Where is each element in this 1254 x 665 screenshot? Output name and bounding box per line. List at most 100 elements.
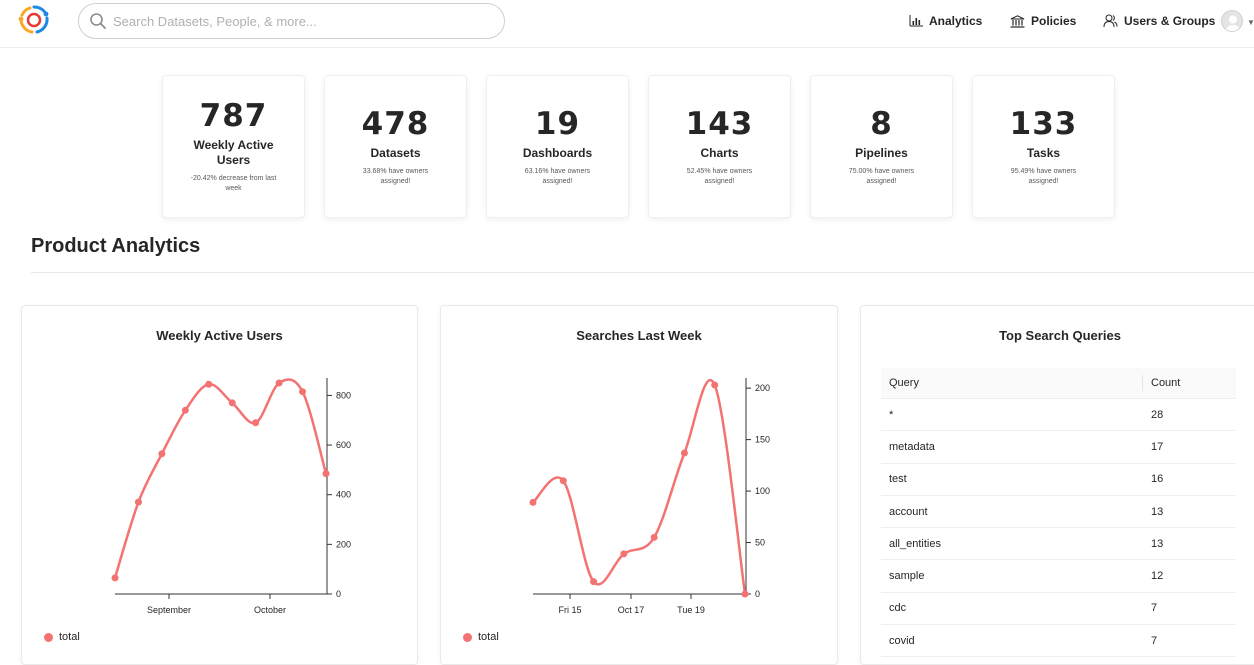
- data-point: [559, 477, 567, 485]
- x-tick-label: Fri 15: [558, 605, 581, 615]
- data-point: [181, 406, 189, 414]
- data-point: [590, 578, 598, 586]
- table-row[interactable]: * 28: [881, 399, 1236, 432]
- stat-subtext: 95.49% have owners assigned!: [1010, 168, 1077, 185]
- table-header: Query Count: [881, 368, 1236, 399]
- stat-label: Datasets: [370, 146, 421, 160]
- stat-card-pipelines: 8 Pipelines 75.00% have owners assigned!: [810, 75, 953, 218]
- data-point: [680, 449, 688, 457]
- data-point: [275, 379, 283, 387]
- user-avatar-icon: [1225, 15, 1241, 31]
- stat-card-weekly-active-users: 787 Weekly Active Users -20.42% decrease…: [162, 75, 305, 218]
- table-row[interactable]: cdc 7: [881, 593, 1236, 626]
- chart-legend[interactable]: total: [463, 631, 499, 643]
- nav-analytics-label: Analytics: [929, 14, 983, 28]
- stat-value: 8: [870, 106, 893, 142]
- y-tick-label: 50: [755, 538, 765, 548]
- y-tick-label: 0: [755, 589, 760, 599]
- nav-policies-label: Policies: [1031, 14, 1077, 28]
- users-icon: [1103, 14, 1118, 28]
- data-point: [650, 533, 658, 541]
- search-icon: [90, 13, 106, 29]
- nav-analytics[interactable]: Analytics: [909, 12, 982, 30]
- query-cell: covid: [889, 634, 915, 647]
- datahub-logo[interactable]: [16, 4, 52, 36]
- stat-label: Weekly Active Users: [193, 138, 274, 167]
- top-search-queries-table: Query Count * 28 metadata 17 test 16 accoun…: [881, 368, 1236, 658]
- count-cell: 17: [1151, 440, 1164, 453]
- y-tick-label: 800: [336, 390, 351, 400]
- query-cell: metadata: [889, 440, 935, 453]
- table-row[interactable]: metadata 17: [881, 431, 1236, 464]
- nav-users-groups-label: Users & Groups: [1124, 14, 1216, 28]
- query-cell: *: [889, 408, 894, 421]
- weekly-active-users-chart: 0 200 400 600 800 September October: [111, 378, 351, 615]
- bar-chart-icon: [909, 15, 923, 27]
- x-tick-label: Tue 19: [677, 605, 705, 615]
- count-cell: 13: [1151, 505, 1164, 518]
- table-row[interactable]: sample 12: [881, 560, 1236, 593]
- section-divider: [31, 272, 1254, 273]
- stat-card-datasets: 478 Datasets 33.68% have owners assigned…: [324, 75, 467, 218]
- data-point: [620, 550, 628, 558]
- legend-dot: [463, 632, 472, 642]
- stat-card-dashboards: 19 Dashboards 63.16% have owners assigne…: [486, 75, 629, 218]
- y-tick-label: 0: [336, 589, 341, 599]
- chevron-down-icon[interactable]: ▼: [1247, 18, 1254, 27]
- x-tick-label: September: [147, 605, 191, 615]
- count-cell: 7: [1151, 602, 1158, 615]
- chart-legend[interactable]: total: [44, 631, 80, 643]
- legend-label: total: [59, 631, 80, 643]
- data-point: [529, 498, 537, 506]
- y-tick-label: 100: [755, 486, 770, 496]
- table-row[interactable]: all_entities 13: [881, 528, 1236, 561]
- chart-title: Weekly Active Users: [156, 328, 283, 343]
- user-avatar[interactable]: [1221, 10, 1243, 32]
- x-tick-label: Oct 17: [618, 605, 645, 615]
- stat-subtext: 52.45% have owners assigned!: [686, 168, 753, 185]
- count-cell: 16: [1151, 473, 1164, 486]
- nav-policies[interactable]: Policies: [1010, 12, 1076, 30]
- table-row[interactable]: test 16: [881, 464, 1236, 496]
- column-header-count: Count: [1151, 377, 1181, 389]
- count-cell: 12: [1151, 570, 1164, 583]
- stat-subtext: 63.16% have owners assigned!: [524, 168, 591, 185]
- count-cell: 7: [1151, 634, 1158, 647]
- stat-subtext: 75.00% have owners assigned!: [848, 168, 915, 185]
- stat-subtext: 33.68% have owners assigned!: [362, 168, 429, 185]
- stat-label: Dashboards: [522, 146, 593, 160]
- nav-users-groups[interactable]: Users & Groups: [1103, 12, 1215, 30]
- top-search-queries-panel: Top Search Queries Query Count * 28 metad…: [860, 305, 1254, 665]
- query-cell: all_entities: [889, 537, 941, 550]
- stat-card-charts: 143 Charts 52.45% have owners assigned!: [648, 75, 791, 218]
- stat-subtext: -20.42% decrease from last week: [190, 175, 277, 192]
- search-bar[interactable]: [78, 3, 505, 39]
- table-row[interactable]: account 13: [881, 496, 1236, 529]
- count-cell: 28: [1151, 408, 1164, 421]
- count-cell: 13: [1151, 537, 1164, 550]
- series-line: [532, 379, 747, 595]
- y-tick-label: 150: [755, 435, 770, 445]
- stat-value: 133: [1009, 106, 1078, 142]
- data-point: [158, 450, 166, 458]
- stat-label: Pipelines: [855, 146, 908, 160]
- top-header: Analytics Policies Users & Groups ▼: [0, 0, 1254, 48]
- search-input[interactable]: [113, 13, 493, 29]
- data-point: [322, 470, 330, 478]
- series-line: [113, 378, 328, 579]
- data-point: [741, 590, 749, 598]
- table-title: Top Search Queries: [999, 328, 1121, 343]
- data-point: [299, 388, 307, 396]
- data-point: [252, 419, 260, 427]
- stat-value: 478: [361, 106, 430, 142]
- query-cell: account: [889, 505, 928, 518]
- searches-last-week-chart: 0 50 100 150 200 Fri 15 Oct 17 Tue 19: [529, 378, 770, 615]
- stat-value: 19: [534, 106, 581, 142]
- chart-panel-searches-last-week: Searches Last Week 0 50 100 150 200 Fri 15 Oct…: [440, 305, 838, 665]
- table-row[interactable]: covid 7: [881, 625, 1236, 658]
- data-point: [711, 381, 719, 389]
- y-tick-label: 200: [336, 539, 351, 549]
- y-tick-label: 600: [336, 440, 351, 450]
- query-cell: test: [889, 473, 907, 486]
- query-cell: sample: [889, 570, 925, 583]
